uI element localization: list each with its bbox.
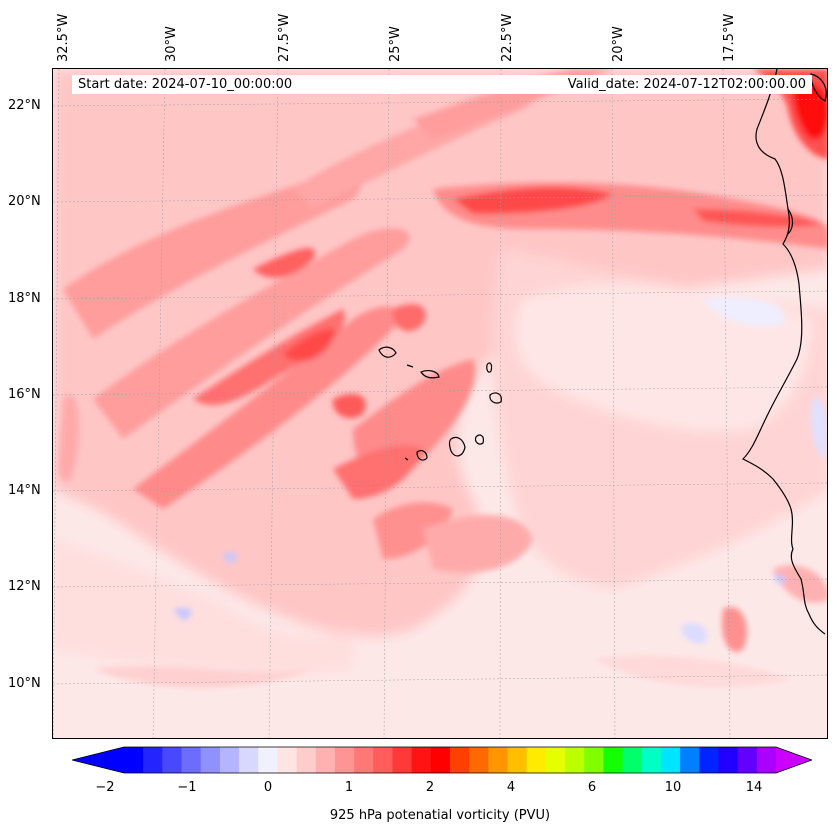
colorbar-segment xyxy=(143,747,163,773)
lat-label-16n: 16°N xyxy=(8,387,41,402)
colorbar-segment xyxy=(622,747,643,773)
lat-label-20n: 20°N xyxy=(8,194,41,209)
colorbar-segment xyxy=(334,747,355,773)
colorbar-tick: 6 xyxy=(587,780,597,795)
island-santo-antao xyxy=(378,346,397,358)
colorbar-tick: −2 xyxy=(95,780,115,795)
colorbar-tick: −1 xyxy=(177,780,197,795)
colorbar-segment xyxy=(430,747,451,773)
colorbar-segment xyxy=(680,747,700,773)
colorbar-segment xyxy=(181,747,202,773)
colorbar-over-arrow xyxy=(776,747,812,773)
cape-verde-islands xyxy=(378,346,502,461)
lon-label-27-5w: 27.5°W xyxy=(277,13,292,62)
colorbar-tick: 4 xyxy=(506,780,516,795)
colorbar-segment xyxy=(660,747,681,773)
colorbar-segment xyxy=(756,747,777,773)
colorbar-segment xyxy=(450,747,470,773)
start-date-label: Start date: 2024-07-10_00:00:00 xyxy=(72,75,536,94)
colorbar-segment xyxy=(718,747,739,773)
colorbar-tick: 0 xyxy=(263,780,273,795)
colorbar-segment xyxy=(296,747,317,773)
lon-label-32-5w: 32.5°W xyxy=(56,13,71,62)
colorbar-segment xyxy=(584,747,604,773)
lon-label-20w: 20°W xyxy=(611,26,626,62)
lon-label-22-5w: 22.5°W xyxy=(500,13,515,62)
colorbar-label: 925 hPa potenatial vorticity (PVU) xyxy=(329,808,551,823)
island-sao-nicolau xyxy=(420,370,440,379)
pv-map xyxy=(52,68,828,739)
graticule xyxy=(53,69,827,738)
lon-label-17-5w: 17.5°W xyxy=(722,13,737,62)
colorbar-segment xyxy=(373,747,393,773)
colorbar-segment xyxy=(354,747,374,773)
colorbar-segment xyxy=(239,747,259,773)
colorbar-segment xyxy=(737,747,758,773)
island-brava xyxy=(404,457,409,461)
lat-label-22n: 22°N xyxy=(8,98,41,113)
island-santiago xyxy=(448,436,466,457)
colorbar-tick: 1 xyxy=(344,780,354,795)
lat-label-12n: 12°N xyxy=(8,579,41,594)
colorbar-segment xyxy=(603,747,624,773)
colorbar-segment xyxy=(200,747,221,773)
colorbar-under-arrow xyxy=(72,747,124,773)
colorbar-segments xyxy=(124,747,777,773)
colorbar-segment xyxy=(162,747,183,773)
island-sal xyxy=(486,362,493,373)
colorbar-segment xyxy=(392,747,413,773)
colorbar-tick: 14 xyxy=(745,780,763,795)
colorbar-segment xyxy=(507,747,528,773)
colorbar-segment xyxy=(315,747,336,773)
colorbar-segment xyxy=(219,747,240,773)
island-maio xyxy=(474,434,484,445)
island-boa-vista xyxy=(489,392,502,404)
lon-label-25w: 25°W xyxy=(388,26,403,62)
lat-label-14n: 14°N xyxy=(8,483,41,498)
colorbar-segment xyxy=(641,747,662,773)
colorbar-segment xyxy=(124,747,144,773)
colorbar-segment xyxy=(277,747,298,773)
lat-label-18n: 18°N xyxy=(8,291,41,306)
island-fogo xyxy=(416,450,428,461)
colorbar-segment xyxy=(699,747,719,773)
valid-date-label: Valid_date: 2024-07-12T02:00:00.00 xyxy=(532,75,812,94)
colorbar-segment xyxy=(545,747,566,773)
coast-north-feature xyxy=(810,73,827,102)
lon-label-30w: 30°W xyxy=(164,26,179,62)
pv-field-svg xyxy=(53,69,827,738)
colorbar-segment xyxy=(526,747,547,773)
colorbar-segment xyxy=(565,747,585,773)
colorbar-segment xyxy=(469,747,489,773)
colorbar-tick: 10 xyxy=(664,780,682,795)
colorbar-segment xyxy=(488,747,509,773)
coastline xyxy=(741,69,827,635)
island-sao-vicente xyxy=(406,364,414,368)
colorbar xyxy=(72,746,812,774)
colorbar-tick: 2 xyxy=(425,780,435,795)
colorbar-segment xyxy=(258,747,278,773)
west-africa-coast xyxy=(741,69,826,635)
colorbar-segment xyxy=(411,747,432,773)
lat-label-10n: 10°N xyxy=(8,676,41,691)
